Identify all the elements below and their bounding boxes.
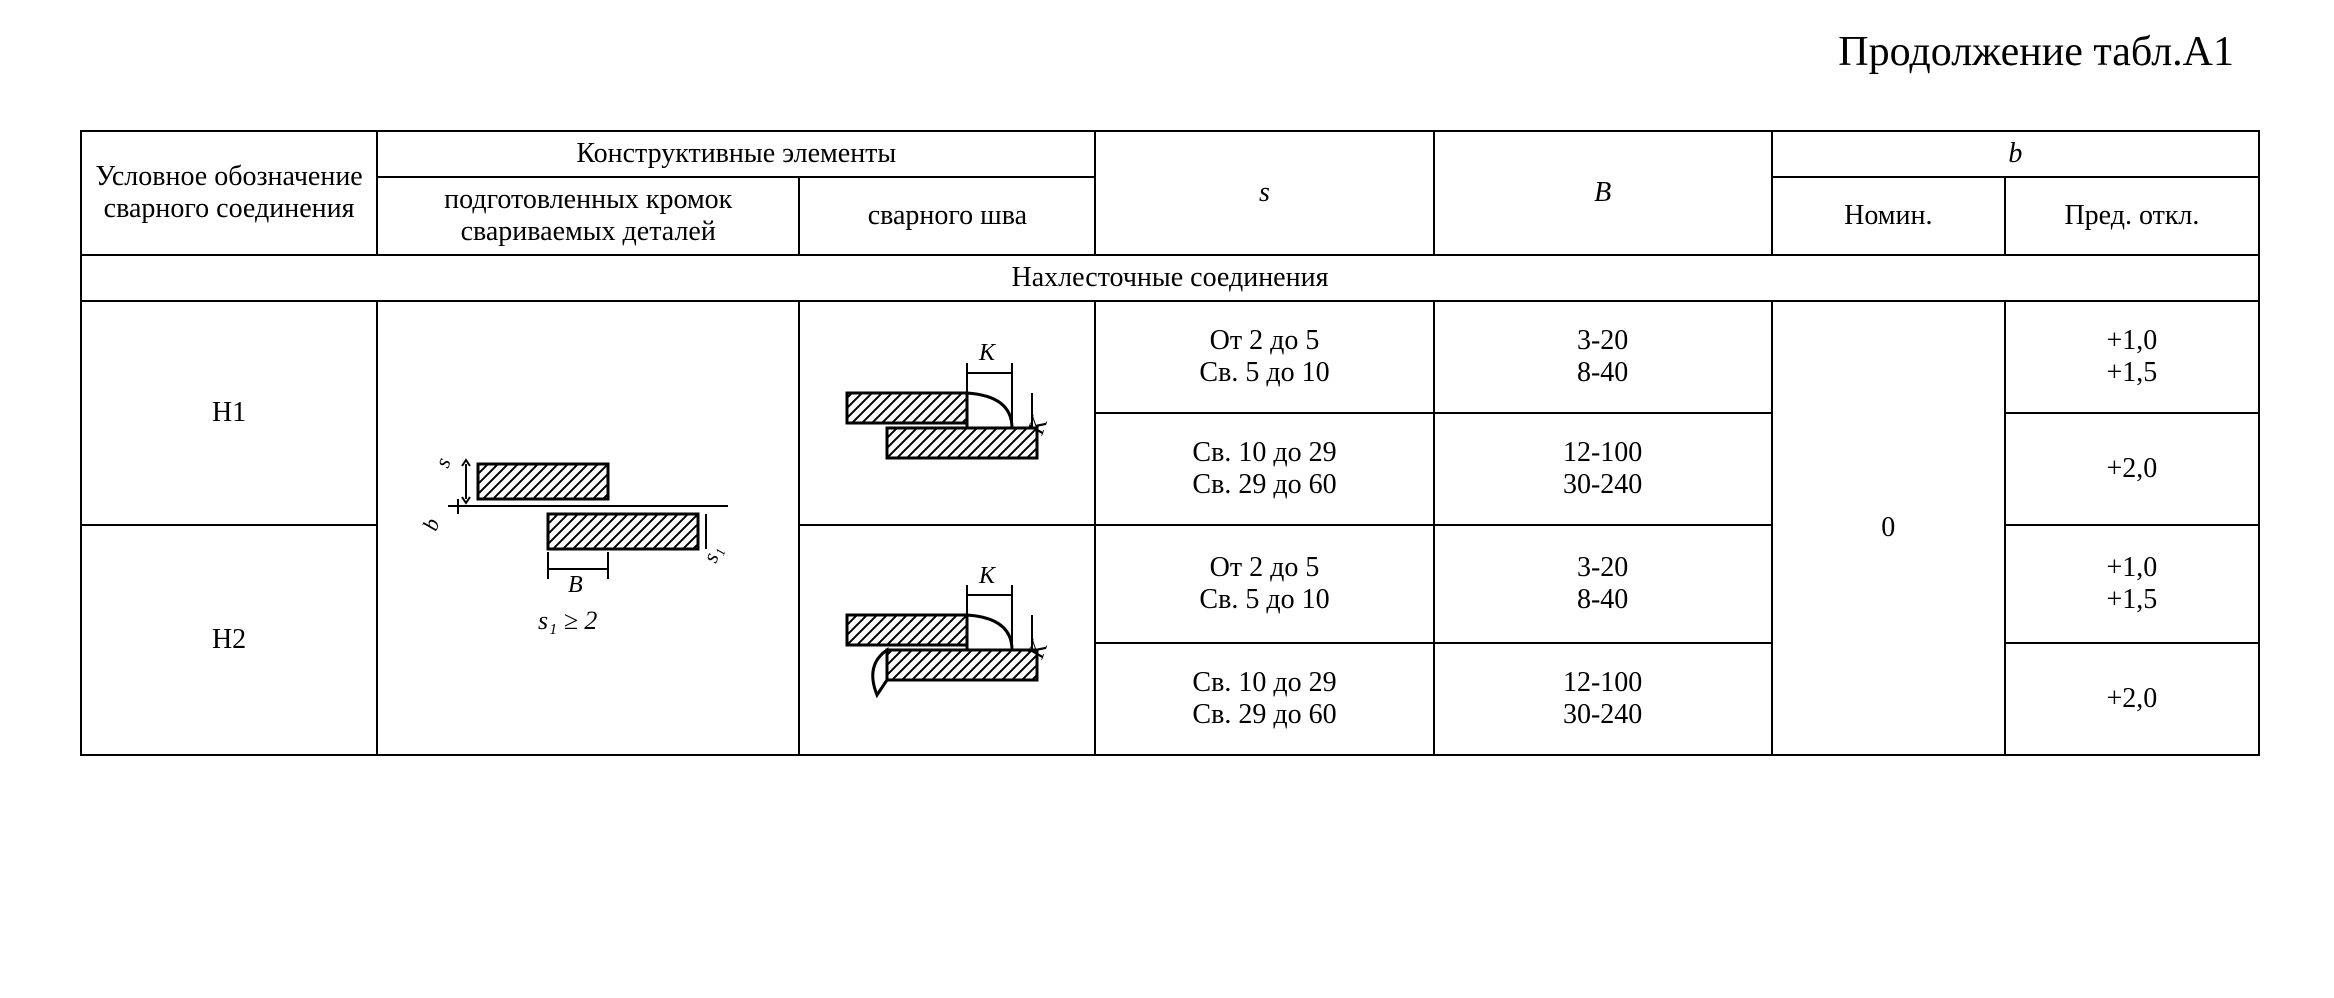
svg-text:K: K <box>978 340 997 366</box>
val-s: Св. 5 до 10 <box>1199 357 1329 388</box>
hdr-deviation: Пред. откл. <box>2005 177 2259 255</box>
cell-nominal: 0 <box>1772 301 2005 755</box>
cell-dev: +1,0 +1,5 <box>2005 525 2259 643</box>
val-dev: +1,5 <box>2107 584 2158 615</box>
svg-text:s: s <box>429 454 455 471</box>
val-dev: +1,0 <box>2107 325 2158 356</box>
val-s: Св. 29 до 60 <box>1192 699 1336 730</box>
section-title: Нахлесточные соединения <box>81 255 2259 301</box>
hdr-construct: Конструктивные элементы <box>377 131 1095 177</box>
cell-s: Св. 10 до 29 Св. 29 до 60 <box>1095 413 1433 525</box>
cell-s: Св. 10 до 29 Св. 29 до 60 <box>1095 643 1433 755</box>
diagram-weld-h1: K K <box>799 301 1095 525</box>
val-B: 30-240 <box>1563 699 1642 730</box>
page-title: Продолжение табл.А1 <box>1838 28 2234 76</box>
val-B: 12-100 <box>1563 437 1642 468</box>
row-h1-label: Н1 <box>81 301 377 525</box>
cell-B: 3-20 8-40 <box>1434 525 1772 643</box>
svg-text:s₁: s₁ <box>697 542 726 566</box>
row-h2-label: Н2 <box>81 525 377 755</box>
val-B: 8-40 <box>1577 357 1628 388</box>
cell-B: 12-100 30-240 <box>1434 643 1772 755</box>
svg-text:s₁ ≥ 2: s₁ ≥ 2 <box>538 606 597 635</box>
cell-s: От 2 до 5 Св. 5 до 10 <box>1095 301 1433 413</box>
val-dev: +1,5 <box>2107 357 2158 388</box>
val-s: Св. 10 до 29 <box>1192 437 1336 468</box>
diagram-weld-h2: K K <box>799 525 1095 755</box>
hdr-B: B <box>1434 131 1772 255</box>
val-B: 8-40 <box>1577 584 1628 615</box>
svg-text:B: B <box>568 572 583 598</box>
cell-dev: +2,0 <box>2005 643 2259 755</box>
cell-B: 3-20 8-40 <box>1434 301 1772 413</box>
hdr-nominal: Номин. <box>1772 177 2005 255</box>
cell-dev: +2,0 <box>2005 413 2259 525</box>
cell-s: От 2 до 5 Св. 5 до 10 <box>1095 525 1433 643</box>
val-B: 3-20 <box>1577 325 1628 356</box>
hdr-s: s <box>1095 131 1433 255</box>
val-s: От 2 до 5 <box>1210 325 1320 356</box>
val-B: 12-100 <box>1563 667 1642 698</box>
svg-text:b: b <box>418 515 444 534</box>
hdr-prep-edges: подготовленных кромок свариваемых детале… <box>377 177 799 255</box>
diagram-prep: s b B s₁ s₁ ≥ 2 <box>377 301 799 755</box>
cell-B: 12-100 30-240 <box>1434 413 1772 525</box>
val-dev: +1,0 <box>2107 552 2158 583</box>
hdr-b: b <box>1772 131 2259 177</box>
val-s: Св. 5 до 10 <box>1199 584 1329 615</box>
val-B: 30-240 <box>1563 469 1642 500</box>
val-s: Св. 29 до 60 <box>1192 469 1336 500</box>
cell-dev: +1,0 +1,5 <box>2005 301 2259 413</box>
hdr-weld-seam: сварного шва <box>799 177 1095 255</box>
val-s: От 2 до 5 <box>1210 552 1320 583</box>
svg-text:K: K <box>978 563 997 589</box>
hdr-designation: Условное обозначение сварного соединения <box>81 131 377 255</box>
val-B: 3-20 <box>1577 552 1628 583</box>
weld-table: Условное обозначение сварного соединения… <box>80 130 2260 756</box>
val-s: Св. 10 до 29 <box>1192 667 1336 698</box>
